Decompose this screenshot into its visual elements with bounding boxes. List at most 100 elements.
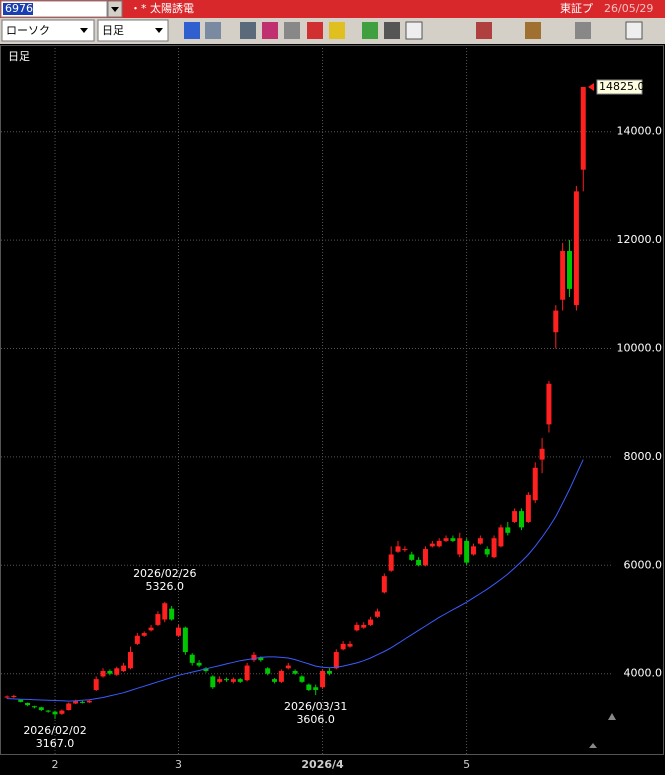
- candle-body: [258, 657, 264, 661]
- icon[interactable]: [329, 22, 345, 39]
- candle-body: [73, 700, 79, 704]
- candle-body: [553, 310, 559, 333]
- icon[interactable]: [184, 22, 200, 39]
- annotation-date: 2026/02/02: [23, 724, 86, 737]
- candle-body: [498, 527, 504, 547]
- candle-body: [162, 603, 168, 620]
- candle-body: [292, 670, 298, 674]
- candle-body: [368, 619, 374, 625]
- period-label: 日足: [8, 50, 30, 63]
- icon[interactable]: [307, 22, 323, 39]
- candle-body: [11, 695, 17, 698]
- candle-body: [25, 702, 31, 706]
- y-tick-label: 6000.0: [624, 558, 663, 571]
- candle-body: [141, 633, 147, 636]
- candle-body: [285, 665, 291, 669]
- date: 26/05/29: [604, 2, 653, 15]
- candle-body: [121, 665, 127, 671]
- annotation-date: 2026/02/26: [133, 567, 196, 580]
- icon[interactable]: [362, 22, 378, 39]
- annotation-value: 3606.0: [296, 713, 335, 726]
- last-price-box: [596, 79, 643, 95]
- candle-body: [217, 679, 223, 682]
- candle-body: [491, 538, 497, 558]
- y-tick-label: 4000.0: [624, 667, 663, 680]
- style-text: ローソク: [6, 24, 50, 37]
- candle-body: [313, 687, 319, 690]
- candle-body: [470, 546, 476, 555]
- candle-body: [210, 676, 216, 688]
- annotation-value: 3167.0: [36, 737, 75, 750]
- candle-body: [59, 710, 65, 714]
- candle-body: [573, 191, 579, 306]
- icon[interactable]: [205, 22, 221, 39]
- candle-body: [361, 624, 367, 628]
- arrow: [80, 28, 88, 33]
- candle-body: [299, 676, 305, 682]
- candle-body: [176, 627, 181, 636]
- candle-body: [93, 679, 99, 690]
- candle-body: [477, 538, 483, 544]
- candle-body: [409, 554, 415, 560]
- chart-panel: [0, 45, 664, 755]
- candle-body: [388, 554, 394, 571]
- candle-body: [31, 706, 37, 708]
- y-tick-label: 10000.0: [617, 342, 663, 355]
- candle-body: [100, 670, 106, 677]
- candle-body: [450, 538, 456, 541]
- icon[interactable]: [240, 22, 256, 39]
- x-tick-label: 5: [463, 758, 470, 771]
- candle-body: [546, 383, 552, 425]
- candle-body: [580, 87, 586, 170]
- candle-body: [79, 701, 85, 703]
- y-tick-label: 14000.0: [617, 125, 663, 138]
- candle-body: [107, 670, 113, 674]
- style-select[interactable]: [1, 19, 95, 42]
- candle-body: [18, 699, 24, 702]
- icon[interactable]: [525, 22, 541, 39]
- last-price-label: 14825.0: [599, 80, 645, 93]
- candle-body: [525, 494, 531, 522]
- candle-body: [539, 448, 545, 460]
- icon[interactable]: [476, 22, 492, 39]
- period-select[interactable]: [97, 19, 169, 42]
- candle-body: [114, 668, 120, 675]
- toolbar-icons: [184, 21, 643, 40]
- period-text: 日足: [102, 24, 124, 37]
- code: 6976: [5, 2, 33, 15]
- market: 東証プ: [560, 2, 593, 15]
- candle-body: [381, 576, 387, 593]
- candle-body: [127, 652, 133, 669]
- candle-body: [374, 611, 380, 617]
- candle-body: [443, 538, 449, 541]
- icon[interactable]: [625, 21, 643, 40]
- candle-body: [519, 511, 524, 528]
- icon[interactable]: [284, 22, 300, 39]
- icon[interactable]: [405, 21, 423, 40]
- candle-body: [505, 527, 511, 533]
- icon[interactable]: [575, 22, 591, 39]
- last-price-arrow: [588, 83, 594, 92]
- icon[interactable]: [262, 22, 278, 39]
- candle-body: [155, 614, 161, 625]
- candle-body: [395, 546, 401, 552]
- candle-body: [148, 627, 154, 631]
- candle-body: [457, 538, 463, 555]
- arrow: [155, 28, 163, 33]
- candle-body: [416, 559, 422, 566]
- icon[interactable]: [384, 22, 400, 39]
- candle-body: [320, 670, 326, 688]
- candle-body: [182, 627, 188, 653]
- candle-body: [429, 543, 435, 547]
- candle-body: [278, 670, 284, 682]
- title-bar: [0, 0, 665, 18]
- candle-body: [86, 700, 92, 703]
- candle-body: [567, 250, 573, 289]
- candle-body: [402, 549, 408, 551]
- candle-body: [203, 668, 209, 671]
- candle-body: [251, 654, 257, 661]
- y-tick-label: 8000.0: [624, 450, 663, 463]
- y-tick-label: 12000.0: [617, 233, 663, 246]
